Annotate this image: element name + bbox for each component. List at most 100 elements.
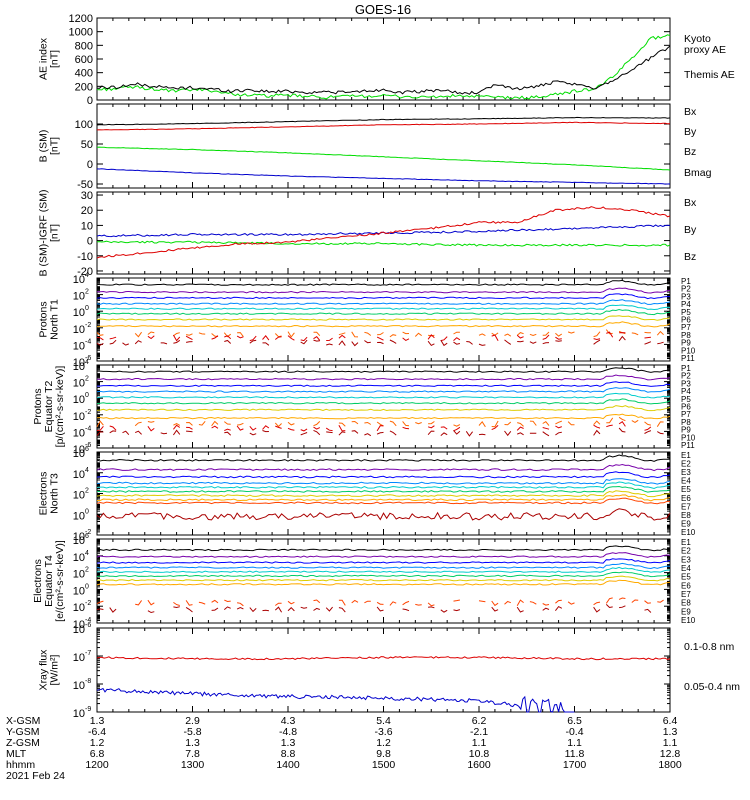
y-tick-label: 10 — [73, 490, 85, 502]
channel-line-e10 — [453, 609, 461, 612]
channel-line-p9 — [198, 332, 206, 335]
channel-line-e9 — [135, 600, 143, 606]
channel-line-e10 — [555, 605, 563, 612]
axis-row-value: 1200 — [85, 759, 109, 771]
channel-line-p11 — [440, 432, 448, 436]
channel-line-p9 — [147, 421, 155, 423]
channel-line-p10 — [516, 426, 524, 431]
channel-line-p11 — [466, 341, 473, 345]
channel-line-p11 — [313, 429, 321, 436]
channel-line-e10 — [491, 606, 499, 612]
channel-label: P5 — [681, 308, 691, 317]
y-axis-label: [W/m²] — [49, 654, 61, 685]
channel-line-p9 — [173, 423, 181, 426]
channel-line-p9 — [402, 421, 410, 427]
channel-line-p9 — [478, 333, 486, 337]
channel-line-p11 — [160, 342, 168, 345]
y-tick-label: 10 — [73, 291, 85, 303]
y-tick-label: 0 — [87, 95, 93, 107]
channel-line-p9 — [338, 422, 346, 427]
channel-line-p9 — [351, 331, 359, 338]
y-axis-label: B (SM)-IGRF (SM) — [38, 190, 50, 277]
y-tick-label: 10 — [73, 307, 85, 319]
channel-line-p11 — [326, 343, 333, 346]
channel-line-e7 — [96, 575, 671, 582]
channel-line-p9 — [198, 420, 206, 426]
legend-label: 0.1-0.8 nm — [684, 641, 734, 653]
channel-line-e8 — [97, 494, 671, 502]
channel-line-p9 — [237, 332, 244, 338]
channel-line-p10 — [491, 334, 499, 341]
channel-label: P1 — [681, 277, 691, 286]
channel-line-p9 — [402, 331, 410, 335]
channel-line-p9 — [605, 329, 613, 335]
channel-line-p6 — [96, 398, 671, 405]
channel-line-p10 — [644, 426, 652, 431]
channel-line-p9 — [593, 331, 601, 338]
channel-line-e10 — [223, 606, 231, 610]
channel-line-e5 — [96, 566, 671, 573]
channel-label: E2 — [681, 547, 691, 556]
channel-label: E5 — [681, 573, 691, 582]
y-tick-exponent: -9 — [85, 706, 91, 713]
axis-row-value: -0.4 — [565, 726, 583, 738]
channel-line-p11 — [618, 335, 626, 342]
channel-line-p11 — [134, 340, 142, 345]
channel-line-p10 — [262, 335, 270, 341]
channel-line-e9 — [173, 601, 180, 606]
channel-line-e9 — [313, 599, 321, 604]
channel-line-p11 — [109, 430, 117, 434]
channel-line-p11 — [173, 339, 181, 344]
channel-line-e9 — [147, 599, 155, 606]
axis-row-value: -4.8 — [279, 726, 297, 738]
channel-line-p11 — [542, 342, 550, 345]
axis-row-label: Y-GSM — [6, 726, 39, 738]
channel-line-e10 — [325, 606, 333, 612]
channel-line-p11 — [542, 431, 550, 437]
channel-label: P2 — [681, 372, 691, 381]
channel-line-p10 — [211, 335, 219, 340]
channel-line-p9 — [274, 422, 282, 428]
y-tick-exponent: 6 — [85, 446, 89, 453]
channel-line-p11 — [478, 343, 486, 346]
channel-line-p9 — [134, 331, 143, 338]
channel-label: P2 — [681, 285, 691, 294]
channel-label: E2 — [681, 460, 691, 469]
y-tick-label: -10 — [77, 251, 93, 263]
channel-line-e9 — [504, 600, 511, 605]
y-tick-exponent: -6 — [85, 442, 91, 449]
y-axis-label: Equator T2 — [43, 380, 55, 432]
channel-line-e8 — [96, 579, 671, 586]
channel-label: E4 — [681, 564, 691, 573]
y-tick-label: 10 — [73, 427, 85, 439]
axis-row-value: 6.4 — [663, 715, 678, 727]
channel-line-p7 — [96, 315, 671, 321]
channel-label: E9 — [681, 519, 691, 528]
channel-label: P9 — [681, 426, 691, 435]
channel-line-p9 — [287, 421, 295, 426]
y-tick-label: 50 — [81, 139, 93, 151]
channel-line-p9 — [491, 420, 499, 428]
channel-line-p9 — [593, 420, 601, 426]
channel-line-p9 — [287, 331, 295, 338]
channel-line-p1 — [97, 367, 671, 373]
channel-line-p9 — [274, 333, 282, 338]
legend-label: Bz — [684, 251, 696, 263]
y-tick-label: 100 — [75, 119, 93, 131]
channel-line-p3 — [96, 293, 670, 300]
channel-line-p11 — [657, 341, 664, 345]
y-axis-label: [nT] — [49, 224, 61, 242]
channel-line-e9 — [593, 601, 601, 606]
channel-line-p10 — [287, 427, 295, 431]
channel-line-e10 — [313, 607, 320, 611]
channel-line-p10 — [236, 335, 244, 339]
channel-line-e9 — [237, 602, 244, 607]
channel-line-e9 — [376, 601, 384, 605]
channel-line-p11 — [351, 341, 359, 347]
channel-line-e10 — [402, 608, 410, 612]
channel-line-p10 — [325, 427, 333, 432]
legend-label: Themis AE — [684, 69, 735, 81]
channel-line-e10 — [236, 606, 244, 610]
channel-line-p10 — [618, 420, 626, 427]
